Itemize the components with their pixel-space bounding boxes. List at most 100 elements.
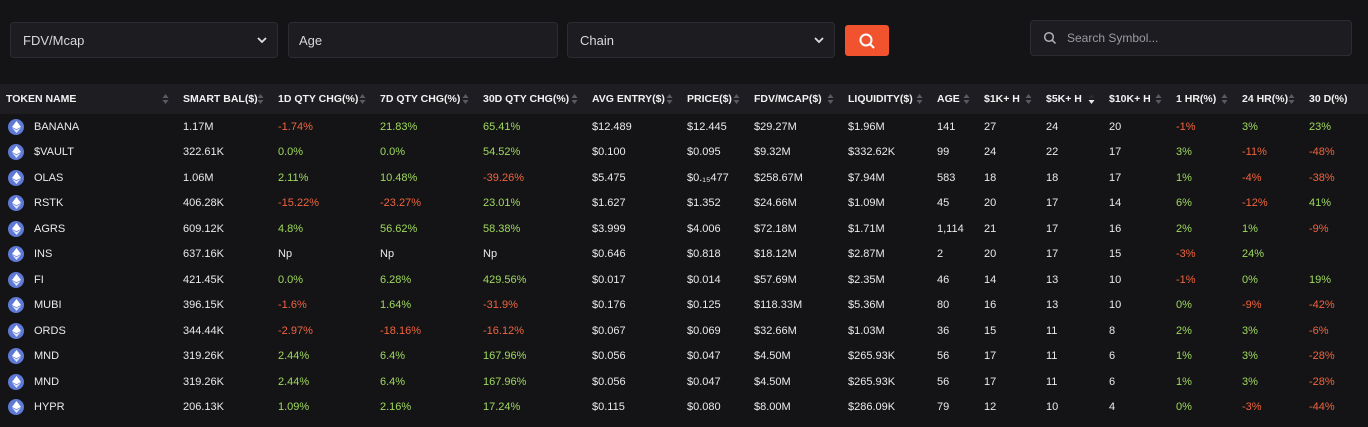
- search-button[interactable]: [845, 25, 889, 56]
- column-header[interactable]: 30 D(%): [1303, 84, 1368, 114]
- table-cell: $0.818: [687, 248, 721, 261]
- column-header[interactable]: TOKEN NAME: [0, 84, 177, 114]
- token-symbol[interactable]: OLAS: [34, 171, 64, 184]
- column-header-label: LIQUIDITY($): [848, 93, 913, 105]
- table-cell: -48%: [1309, 146, 1335, 159]
- column-header[interactable]: 1D QTY CHG(%): [272, 84, 374, 114]
- table-cell: -42%: [1309, 299, 1335, 312]
- table-cell: $1.71M: [848, 222, 885, 235]
- token-symbol[interactable]: FI: [34, 273, 44, 286]
- table-cell: 79: [937, 401, 950, 414]
- table-cell: 41%: [1309, 197, 1332, 210]
- token-name-cell: HYPR: [0, 395, 177, 421]
- column-header[interactable]: $5K+ H: [1040, 84, 1103, 114]
- table-row[interactable]: MND 319.26K 2.44% 6.4% 167.96% $0.056 $0.047 $4…: [0, 369, 1368, 395]
- column-header-label: 30D QTY CHG(%): [483, 93, 570, 105]
- table-cell: $0.056: [592, 375, 626, 388]
- table-cell: $0.047: [687, 350, 721, 363]
- table-cell: 16: [1109, 222, 1122, 235]
- table-row[interactable]: FI 421.45K 0.0% 6.28% 429.56% $0.017 $0.014 $57…: [0, 267, 1368, 293]
- age-input[interactable]: Age: [288, 22, 558, 58]
- token-cell-wrap: RSTK: [8, 195, 177, 212]
- table-row[interactable]: HYPR 206.13K 1.09% 2.16% 17.24% $0.115 $0.080 $…: [0, 395, 1368, 421]
- table-cell: 1.64%: [380, 299, 412, 312]
- table-cell: $0.080: [687, 401, 721, 414]
- token-symbol[interactable]: AGRS: [34, 222, 66, 235]
- table-cell: 344.44K: [183, 324, 224, 337]
- table-row[interactable]: AGRS 609.12K 4.8% 56.62% 58.38% $3.999 $4.006 $…: [0, 216, 1368, 242]
- token-symbol[interactable]: HYPR: [34, 401, 65, 414]
- column-header[interactable]: SMART BAL($): [177, 84, 272, 114]
- table-header: TOKEN NAME SMART BAL($) 1D QTY CHG(%) 7D QT…: [0, 84, 1368, 114]
- token-symbol[interactable]: MND: [34, 375, 60, 388]
- table-cell: 609.12K: [183, 222, 224, 235]
- table-cell: 0%: [1176, 299, 1192, 312]
- table-row[interactable]: OLAS 1.06M 2.11% 10.48% -39.26% $5.475 $0.₁₅47…: [0, 165, 1368, 191]
- table-cell: 2.11%: [278, 171, 309, 184]
- chevron-down-icon: [257, 37, 267, 44]
- token-symbol[interactable]: BANANA: [34, 120, 80, 133]
- token-cell-wrap: AGRS: [8, 220, 177, 237]
- token-symbol[interactable]: INS: [34, 248, 53, 261]
- column-header-label: 30 D(%): [1309, 93, 1348, 105]
- column-header[interactable]: 1 HR(%): [1170, 84, 1236, 114]
- sort-icon: [963, 94, 970, 104]
- column-header[interactable]: $10K+ H: [1103, 84, 1170, 114]
- table-row[interactable]: MND 319.26K 2.44% 6.4% 167.96% $0.056 $0.047 $4…: [0, 344, 1368, 370]
- token-symbol[interactable]: ORDS: [34, 324, 66, 337]
- table-cell: 0.0%: [278, 273, 304, 286]
- table-cell: -15.22%: [278, 197, 319, 210]
- table-row[interactable]: BANANA 1.17M -1.74% 21.83% 65.41% $12.489 $12.…: [0, 114, 1368, 140]
- table-row[interactable]: ORDS 344.44K -2.97% -18.16% -16.12% $0.067 $0.…: [0, 318, 1368, 344]
- token-symbol[interactable]: MUBI: [34, 299, 62, 312]
- table-cell: 396.15K: [183, 299, 224, 312]
- token-symbol[interactable]: $VAULT: [34, 146, 74, 159]
- table-row[interactable]: $VAULT 322.61K 0.0% 0.0% 54.52% $0.100 $0.095 $…: [0, 140, 1368, 166]
- sort-icon: [162, 94, 169, 104]
- table-cell: 45: [937, 197, 950, 210]
- table-cell: 583: [937, 171, 956, 184]
- table-cell: 406.28K: [183, 197, 224, 210]
- table-cell: -1%: [1176, 120, 1196, 133]
- table-cell: 0.0%: [380, 146, 406, 159]
- table-cell: 3%: [1242, 350, 1258, 363]
- column-header[interactable]: 24 HR(%): [1236, 84, 1303, 114]
- filter-toolbar: FDV/Mcap Age Chain Search Symbol...: [0, 0, 1368, 84]
- table-cell: -44%: [1309, 401, 1335, 414]
- column-header-label: 24 HR(%): [1242, 93, 1289, 105]
- table-row[interactable]: RSTK 406.28K -15.22% -23.27% 23.01% $1.627 $1.…: [0, 191, 1368, 217]
- sort-icon: [827, 94, 834, 104]
- table-row[interactable]: MUBI 396.15K -1.6% 1.64% -31.9% $0.176 $0.125 $…: [0, 293, 1368, 319]
- chain-dropdown[interactable]: Chain: [567, 22, 835, 58]
- token-symbol[interactable]: RSTK: [34, 197, 64, 210]
- token-symbol[interactable]: MND: [34, 350, 60, 363]
- column-header[interactable]: $1K+ H: [978, 84, 1040, 114]
- table-cell: 56.62%: [380, 222, 418, 235]
- table-cell: 16: [984, 299, 997, 312]
- table-cell: $0.646: [592, 248, 626, 261]
- table-cell: 10: [1046, 401, 1059, 414]
- table-cell: -18.16%: [380, 324, 421, 337]
- table-cell: 17: [1046, 248, 1059, 261]
- table-cell: 6.4%: [380, 375, 406, 388]
- table-cell: 167.96%: [483, 350, 527, 363]
- table-row[interactable]: INS 637.16K Np Np Np $0.646 $0.818 $18.12M $2.87…: [0, 242, 1368, 268]
- column-header[interactable]: LIQUIDITY($): [842, 84, 931, 114]
- column-header[interactable]: FDV/MCAP($): [748, 84, 842, 114]
- age-input-label: Age: [299, 32, 323, 48]
- table-cell: 17: [984, 375, 997, 388]
- token-cell-wrap: MND: [8, 373, 177, 390]
- fdv-mcap-dropdown[interactable]: FDV/Mcap: [10, 22, 278, 58]
- column-header[interactable]: 7D QTY CHG(%): [374, 84, 477, 114]
- column-header[interactable]: 30D QTY CHG(%): [477, 84, 586, 114]
- column-header[interactable]: AGE: [931, 84, 978, 114]
- table-cell: 15: [1109, 248, 1122, 261]
- column-header[interactable]: PRICE($): [681, 84, 748, 114]
- table-cell: $1.09M: [848, 197, 885, 210]
- table-cell: 1.06M: [183, 171, 214, 184]
- table-cell: $1.352: [687, 197, 721, 210]
- table-cell: -11%: [1242, 146, 1267, 159]
- table-cell: 24%: [1242, 248, 1265, 261]
- column-header[interactable]: AVG ENTRY($): [586, 84, 681, 114]
- symbol-search-input[interactable]: Search Symbol...: [1030, 20, 1352, 56]
